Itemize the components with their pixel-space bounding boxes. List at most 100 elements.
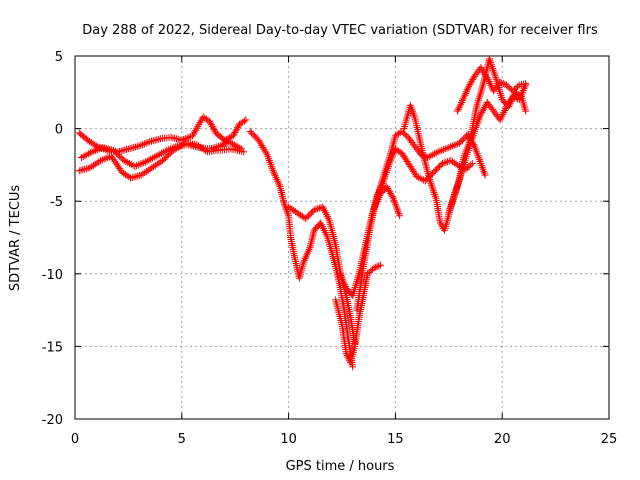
data-point bbox=[141, 158, 149, 166]
data-point bbox=[431, 192, 439, 200]
data-point bbox=[448, 199, 456, 207]
data-point bbox=[77, 154, 85, 162]
data-point bbox=[387, 189, 395, 197]
data-point bbox=[364, 270, 372, 278]
data-point bbox=[225, 138, 233, 146]
data-point bbox=[520, 85, 528, 93]
data-point bbox=[86, 149, 94, 157]
data-point bbox=[466, 81, 474, 89]
data-point bbox=[506, 84, 514, 92]
data-point bbox=[193, 141, 201, 149]
data-point bbox=[141, 169, 149, 177]
data-point bbox=[271, 172, 279, 180]
data-point bbox=[140, 140, 148, 148]
data-point bbox=[85, 150, 93, 158]
data-point bbox=[460, 135, 468, 143]
y-tick-label: 0 bbox=[55, 123, 63, 138]
data-point bbox=[414, 173, 422, 181]
data-point bbox=[114, 163, 122, 171]
data-point bbox=[384, 184, 392, 192]
data-point bbox=[206, 119, 214, 127]
data-point bbox=[202, 147, 210, 155]
data-point bbox=[430, 168, 438, 176]
data-point bbox=[491, 70, 499, 78]
data-point bbox=[302, 253, 310, 261]
data-point bbox=[305, 212, 313, 220]
data-point bbox=[458, 97, 466, 105]
data-point bbox=[304, 247, 312, 255]
data-point bbox=[457, 138, 465, 146]
data-point bbox=[481, 103, 489, 111]
series-track-8 bbox=[353, 145, 476, 314]
data-point bbox=[383, 183, 391, 191]
data-point bbox=[137, 171, 145, 179]
data-point bbox=[413, 173, 421, 181]
data-point bbox=[479, 107, 487, 115]
data-point bbox=[372, 199, 380, 207]
data-point bbox=[161, 147, 169, 155]
data-point bbox=[131, 162, 139, 170]
data-point bbox=[447, 143, 455, 151]
data-point bbox=[340, 279, 348, 287]
data-point bbox=[165, 151, 173, 159]
data-point bbox=[385, 186, 393, 194]
data-point bbox=[162, 154, 170, 162]
data-point bbox=[110, 156, 118, 164]
data-point bbox=[477, 110, 485, 118]
data-point bbox=[106, 153, 114, 161]
data-point bbox=[455, 139, 463, 147]
data-point bbox=[341, 281, 349, 289]
data-point bbox=[376, 261, 384, 269]
data-point bbox=[117, 154, 125, 162]
data-point bbox=[496, 78, 504, 86]
data-point bbox=[438, 159, 446, 167]
data-point bbox=[155, 159, 163, 167]
data-point bbox=[232, 127, 240, 135]
data-point bbox=[183, 134, 191, 142]
data-point bbox=[434, 164, 442, 172]
data-point bbox=[147, 155, 155, 163]
data-point bbox=[159, 157, 167, 165]
data-point bbox=[310, 206, 318, 214]
data-point bbox=[434, 148, 442, 156]
data-point bbox=[142, 139, 150, 147]
data-point bbox=[178, 141, 186, 149]
data-point bbox=[137, 141, 145, 149]
data-point bbox=[442, 223, 450, 231]
series-track-12 bbox=[453, 64, 530, 115]
x-tick-label: 5 bbox=[178, 432, 186, 447]
data-point bbox=[463, 86, 471, 94]
data-point bbox=[91, 160, 99, 168]
data-point bbox=[467, 79, 475, 87]
data-point bbox=[429, 185, 437, 193]
data-point bbox=[154, 151, 162, 159]
data-point bbox=[365, 268, 373, 276]
data-point bbox=[109, 146, 117, 154]
data-point bbox=[134, 161, 142, 169]
series-track-10 bbox=[400, 55, 530, 234]
data-point bbox=[234, 124, 242, 132]
data-point bbox=[461, 91, 469, 99]
data-point bbox=[169, 146, 177, 154]
data-point bbox=[420, 176, 428, 184]
grid-lines bbox=[75, 56, 609, 419]
data-point bbox=[274, 177, 282, 185]
data-point bbox=[343, 351, 351, 359]
x-tick-label: 10 bbox=[280, 432, 297, 447]
data-point bbox=[344, 353, 352, 361]
data-point bbox=[491, 72, 499, 80]
data-point bbox=[312, 205, 320, 213]
x-tick-label: 15 bbox=[387, 432, 404, 447]
data-point bbox=[460, 93, 468, 101]
data-point bbox=[469, 76, 477, 84]
x-axis-label: GPS time / hours bbox=[286, 459, 395, 474]
data-point bbox=[427, 181, 435, 189]
series-track-3 bbox=[75, 139, 248, 182]
data-point bbox=[300, 256, 308, 264]
data-point bbox=[140, 159, 148, 167]
data-point bbox=[107, 152, 115, 160]
data-point bbox=[454, 105, 462, 113]
data-point bbox=[229, 132, 237, 140]
data-point bbox=[255, 136, 263, 144]
data-point bbox=[146, 165, 154, 173]
